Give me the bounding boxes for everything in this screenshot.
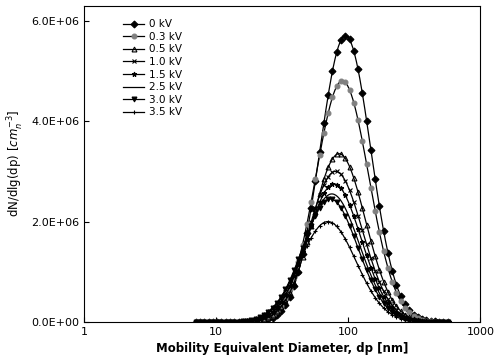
3.0 kV (346, 221, 352, 226)
3.5 kV (409, 319, 415, 323)
1.5 kV (425, 319, 431, 324)
0 kV (194, 320, 200, 324)
3.5 kV (194, 320, 200, 324)
0.3 kV (193, 320, 199, 324)
0.5 kV (350, 173, 356, 178)
2.5 kV (409, 318, 415, 322)
Line: 0.3 kV: 0.3 kV (194, 78, 454, 325)
Line: 3.0 kV: 3.0 kV (194, 196, 454, 325)
0 kV (346, 36, 352, 40)
1.5 kV (345, 199, 351, 203)
0.3 kV (345, 84, 351, 88)
0 kV (425, 318, 431, 323)
1.0 kV (409, 317, 415, 321)
3.0 kV (194, 320, 200, 324)
2.5 kV (425, 319, 431, 324)
3.5 kV (448, 320, 454, 324)
0.5 kV (336, 152, 342, 156)
1.0 kV (193, 320, 199, 324)
1.0 kV (345, 184, 351, 188)
Line: 0.5 kV: 0.5 kV (194, 151, 454, 325)
0.5 kV (425, 319, 431, 323)
3.5 kV (345, 242, 351, 246)
0 kV (409, 311, 415, 315)
2.5 kV (346, 214, 352, 218)
2.5 kV (345, 212, 351, 216)
3.5 kV (425, 320, 431, 324)
0.3 kV (409, 312, 415, 317)
1.0 kV (448, 320, 454, 324)
0.5 kV (345, 161, 351, 165)
2.5 kV (194, 320, 200, 324)
0.3 kV (346, 86, 352, 90)
0.3 kV (350, 97, 356, 102)
0 kV (350, 46, 356, 50)
3.5 kV (193, 320, 199, 324)
3.5 kV (325, 219, 331, 224)
Line: 1.5 kV: 1.5 kV (194, 182, 454, 325)
1.5 kV (448, 320, 454, 324)
1.5 kV (194, 320, 200, 324)
1.5 kV (346, 200, 352, 205)
0.3 kV (425, 319, 431, 323)
3.5 kV (350, 252, 356, 257)
1.5 kV (350, 212, 356, 216)
Line: 2.5 kV: 2.5 kV (196, 194, 451, 322)
2.5 kV (328, 192, 334, 196)
3.0 kV (448, 320, 454, 324)
0.5 kV (193, 320, 199, 324)
1.0 kV (346, 186, 352, 190)
0.3 kV (340, 79, 345, 83)
3.0 kV (345, 219, 351, 224)
1.0 kV (425, 319, 431, 324)
Y-axis label: dN/dlg(dp) [$cm_n^{-3}$]: dN/dlg(dp) [$cm_n^{-3}$] (6, 110, 25, 217)
0 kV (448, 320, 454, 324)
2.5 kV (448, 320, 454, 324)
Legend: 0 kV, 0.3 kV, 0.5 kV, 1.0 kV, 1.5 kV, 2.5 kV, 3.0 kV, 3.5 kV: 0 kV, 0.3 kV, 0.5 kV, 1.0 kV, 1.5 kV, 2.… (121, 17, 184, 119)
3.0 kV (327, 197, 333, 201)
0.3 kV (448, 320, 454, 324)
0 kV (345, 35, 351, 39)
1.5 kV (331, 182, 337, 186)
0.5 kV (194, 320, 200, 324)
1.0 kV (194, 320, 200, 324)
0.5 kV (409, 316, 415, 321)
3.0 kV (425, 319, 431, 324)
3.0 kV (350, 232, 356, 236)
1.5 kV (409, 318, 415, 322)
1.5 kV (193, 320, 199, 324)
3.5 kV (346, 243, 352, 248)
0.5 kV (346, 162, 352, 167)
Line: 0 kV: 0 kV (194, 33, 454, 325)
0 kV (342, 34, 348, 38)
X-axis label: Mobility Equivalent Diameter, dp [nm]: Mobility Equivalent Diameter, dp [nm] (156, 343, 408, 356)
2.5 kV (193, 320, 199, 324)
Line: 3.5 kV: 3.5 kV (194, 219, 454, 325)
3.0 kV (193, 320, 199, 324)
1.0 kV (350, 197, 356, 202)
2.5 kV (350, 224, 356, 229)
3.0 kV (409, 318, 415, 323)
0 kV (193, 320, 199, 324)
0.3 kV (194, 320, 200, 324)
1.0 kV (333, 169, 339, 174)
Line: 1.0 kV: 1.0 kV (194, 169, 454, 325)
0.5 kV (448, 320, 454, 324)
